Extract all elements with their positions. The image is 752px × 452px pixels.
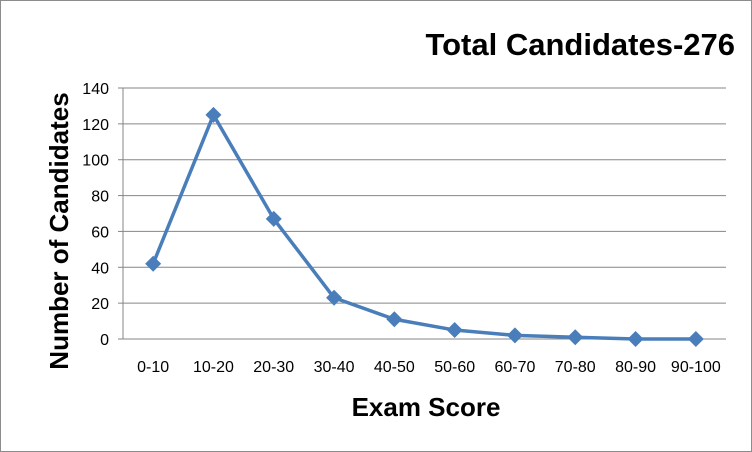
x-tick-label: 30-40 — [314, 359, 355, 376]
x-tick-label: 20-30 — [253, 359, 294, 376]
x-tick-label: 90-100 — [671, 359, 721, 376]
y-tick-label: 120 — [82, 117, 109, 134]
y-tick-label: 40 — [91, 260, 109, 277]
x-axis-ticks: 0-10 10-20 20-30 30-40 40-50 50-60 60-70 70-80 8… — [137, 359, 721, 376]
data-point-marker — [145, 255, 162, 272]
x-tick-label: 60-70 — [494, 359, 535, 376]
data-point-marker — [687, 331, 704, 347]
x-tick-label: 0-10 — [137, 359, 169, 376]
y-tick-label: 80 — [91, 189, 109, 206]
x-tick-label: 70-80 — [555, 359, 596, 376]
y-tick-label: 0 — [100, 332, 109, 349]
series-layer — [145, 106, 704, 347]
y-tick-label: 140 — [82, 81, 109, 98]
y-tick-label: 60 — [91, 224, 109, 241]
x-axis-title: Exam Score — [352, 392, 501, 422]
data-point-marker — [326, 289, 343, 306]
y-axis-ticks: 0 20 40 60 80 100 120 140 — [82, 81, 109, 349]
y-tick-label: 100 — [82, 153, 109, 170]
series-line — [151, 113, 696, 341]
x-tick-label: 80-90 — [615, 359, 656, 376]
y-axis-title: Number of Candidates — [44, 92, 74, 369]
data-point-marker — [506, 327, 523, 344]
x-tick-label: 40-50 — [374, 359, 415, 376]
data-point-marker — [265, 210, 282, 227]
chart-title: Total Candidates-276 — [425, 27, 735, 62]
data-point-marker — [446, 322, 463, 339]
data-point-marker — [386, 311, 403, 328]
data-point-marker — [627, 331, 644, 347]
data-point-marker — [567, 329, 584, 346]
data-point-marker — [205, 106, 222, 123]
x-tick-label: 10-20 — [193, 359, 234, 376]
x-tick-label: 50-60 — [434, 359, 475, 376]
y-tick-label: 20 — [91, 296, 109, 313]
